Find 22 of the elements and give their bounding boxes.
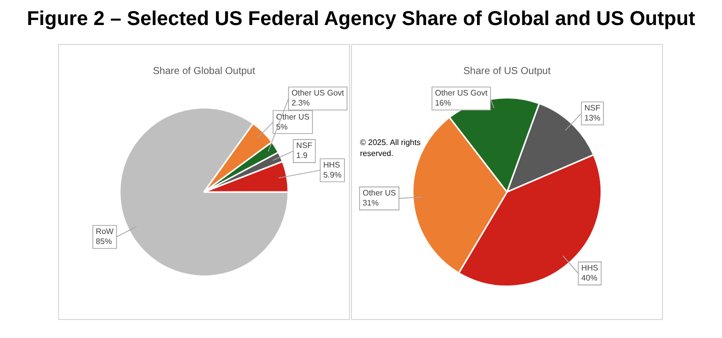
data-label: 2.3% xyxy=(292,98,310,108)
data-label: 5.9% xyxy=(323,170,342,180)
data-label: 85% xyxy=(96,237,112,246)
slice-label: Other US xyxy=(362,188,396,198)
slice-label: RoW xyxy=(96,227,114,236)
slice-label: Other US xyxy=(276,112,310,122)
slice-label: NSF xyxy=(584,104,600,113)
slice-label: Other US Govt xyxy=(292,88,345,98)
chart-subtitle: Share of Global Output xyxy=(152,66,256,77)
data-label: 5% xyxy=(276,122,288,132)
slice-label: HHS xyxy=(581,264,598,273)
slice-label: Other US Govt xyxy=(434,88,488,98)
slice-label: NSF xyxy=(296,141,312,150)
data-label: 13% xyxy=(584,114,600,123)
chart-title: Share of US Output xyxy=(463,66,551,77)
data-label: 16% xyxy=(434,98,451,108)
chart-title: Figure 2 – Selected US Federal Agency Share of Global and US Output xyxy=(26,8,696,31)
data-label: 1.9 xyxy=(296,151,308,160)
slice-label: HHS xyxy=(323,160,340,170)
data-label: 40% xyxy=(581,274,598,283)
text: © 2025. All rights reserved. xyxy=(360,137,422,159)
data-label: 31% xyxy=(362,198,379,208)
